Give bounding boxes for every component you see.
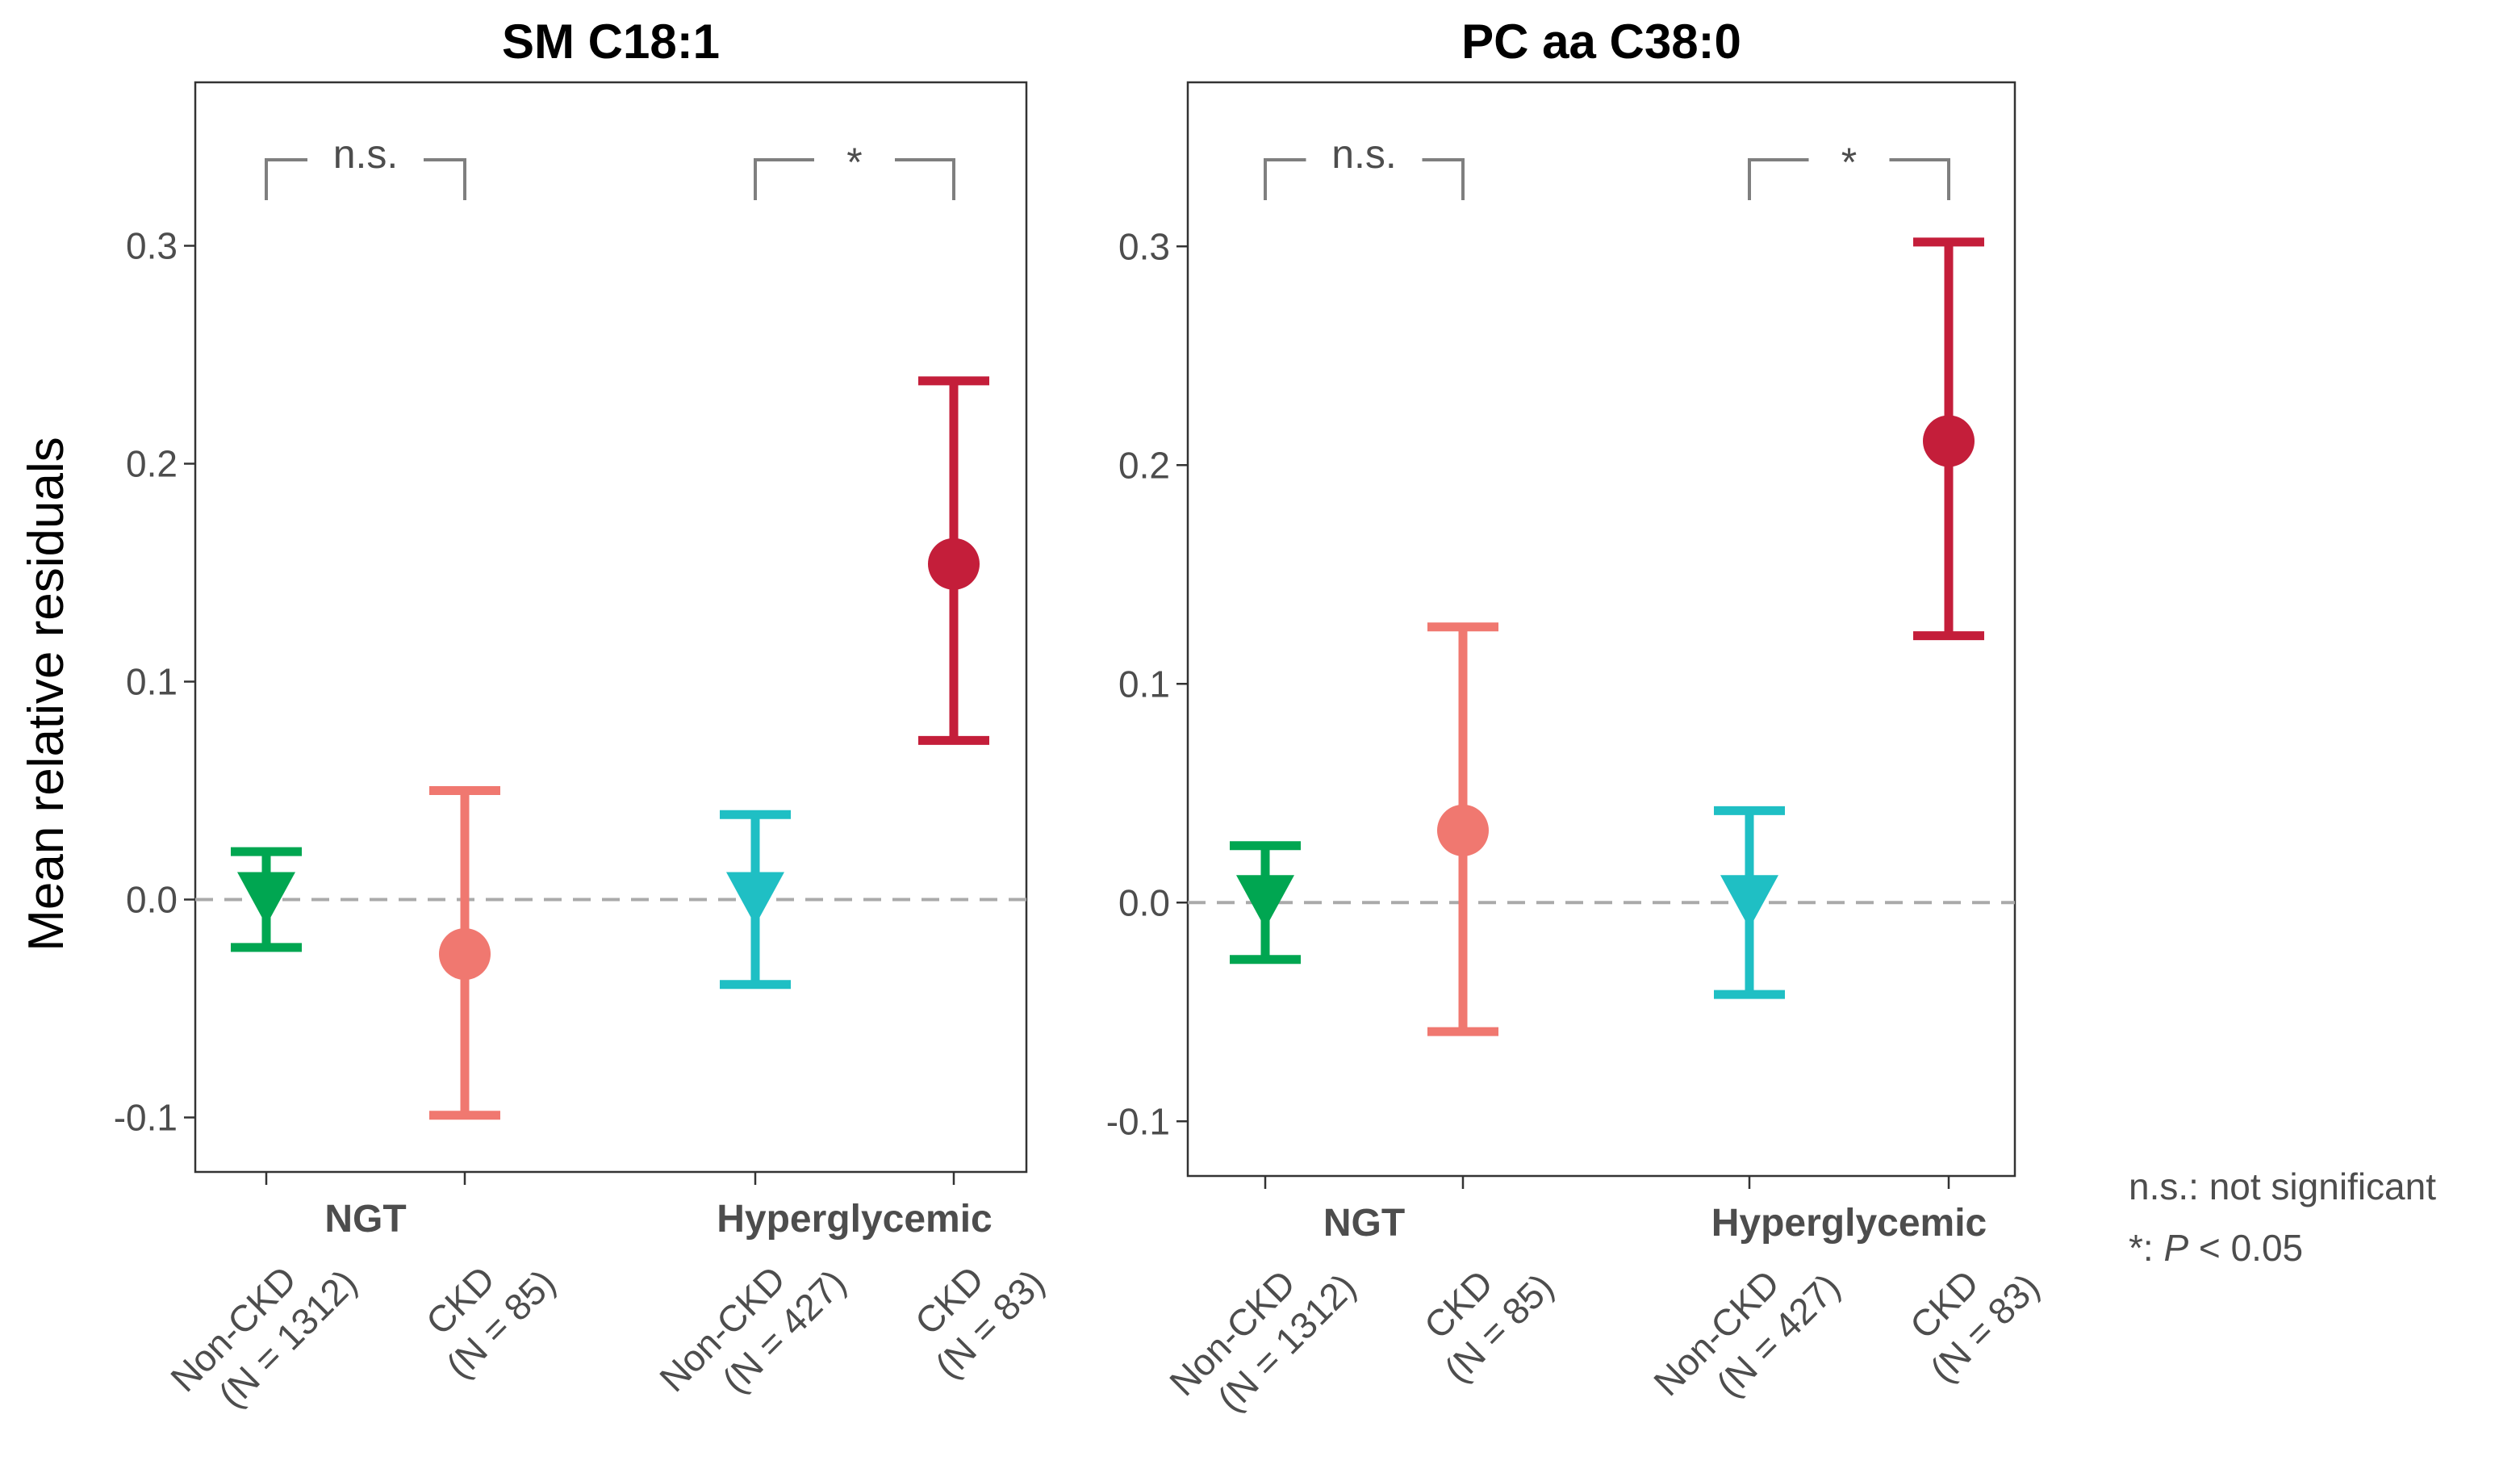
category-label: CKD(N = 85) <box>1404 1233 1561 1391</box>
group-label: Hyperglycemic <box>1711 1202 1987 1245</box>
note-line-ns: n.s.: not significant <box>2129 1165 2436 1207</box>
group-label: NGT <box>324 1198 406 1241</box>
significance-bracket <box>1422 158 1465 200</box>
significance-note: n.s.: not significant *: P < 0.05 <box>2129 1165 2436 1269</box>
y-tick-label: -0.1 <box>114 1097 178 1139</box>
panel-pc-aa-c38-0: PC aa C38:0 -0.1 0.0 0.1 0.2 0.3 NGT Hyperglyce… <box>1106 15 2047 1436</box>
significance-label: n.s. <box>333 132 399 177</box>
y-tick-label: 0.0 <box>1118 881 1170 923</box>
mean-point <box>1437 804 1489 856</box>
mean-point <box>1236 875 1294 929</box>
category-label: CKD(N = 83) <box>895 1229 1052 1387</box>
group-label: Hyperglycemic <box>717 1198 993 1241</box>
y-tick-label: 0.3 <box>1118 225 1170 267</box>
panel-title: SM C18:1 <box>502 15 720 69</box>
note-p-suffix: < 0.05 <box>2188 1227 2303 1269</box>
significance-label: * <box>846 140 862 185</box>
significance-bracket <box>1264 158 1306 200</box>
mean-point <box>439 928 491 980</box>
y-axis-label: Mean relative residuals <box>19 437 74 952</box>
category-label: Non-CKD(N = 1312) <box>162 1229 365 1432</box>
plot-border <box>1186 81 2016 1178</box>
significance-bracket <box>754 158 814 200</box>
category-label: CKD(N = 83) <box>1890 1233 2047 1391</box>
y-tick-label: 0.2 <box>126 443 178 485</box>
note-p-italic: P <box>2163 1227 2188 1269</box>
note-p-prefix: *: <box>2129 1227 2163 1269</box>
significance-bracket <box>424 158 466 200</box>
y-tick-label: 0.1 <box>126 661 178 703</box>
group-label: NGT <box>1323 1202 1405 1245</box>
significance-bracket <box>1889 158 1950 200</box>
panel-title: PC aa C38:0 <box>1461 15 1741 69</box>
y-tick-label: 0.2 <box>1118 444 1170 486</box>
significance-bracket <box>895 158 955 200</box>
note-line-p: *: P < 0.05 <box>2129 1227 2303 1269</box>
mean-point <box>928 538 980 590</box>
y-tick-label: 0.0 <box>126 879 178 921</box>
y-tick-label: 0.1 <box>1118 663 1170 705</box>
category-label: Non-CKD(N = 427) <box>1645 1233 1848 1436</box>
category-label: Non-CKD(N = 1312) <box>1161 1233 1364 1436</box>
y-tick-label: 0.3 <box>126 225 178 267</box>
mean-point <box>1923 415 1975 467</box>
mean-point <box>726 872 784 926</box>
category-label: Non-CKD(N = 427) <box>651 1229 854 1432</box>
significance-label: n.s. <box>1331 132 1397 177</box>
significance-bracket <box>265 158 307 200</box>
mean-point <box>1720 875 1778 929</box>
category-label: CKD(N = 85) <box>406 1229 563 1387</box>
mean-point <box>237 872 295 926</box>
plot-border <box>194 81 1028 1174</box>
panel-sm-c18-1: SM C18:1 -0.1 0.0 0.1 0.2 0.3 NGT Hyperglycemic… <box>114 15 1052 1432</box>
significance-label: * <box>1841 140 1857 185</box>
y-tick-label: -0.1 <box>1106 1100 1170 1142</box>
significance-bracket <box>1748 158 1809 200</box>
